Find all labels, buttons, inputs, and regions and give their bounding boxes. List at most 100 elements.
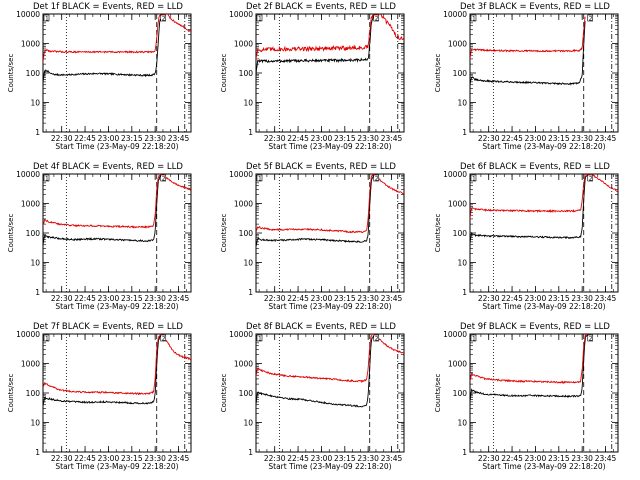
x-tick-label: 23:45 xyxy=(168,454,190,463)
x-tick-label: 22:45 xyxy=(74,134,96,143)
plot-frame xyxy=(469,173,619,293)
chart-panel-9: Det 9f BLACK = Events, RED = LLD 1 10 100 10… xyxy=(434,322,619,471)
y-tick-label: 1000 xyxy=(234,200,253,209)
series-line-events xyxy=(470,174,589,244)
x-tick-label: 22:45 xyxy=(74,454,96,463)
y-tick-label: 10000 xyxy=(443,170,467,179)
x-tick-label: 23:15 xyxy=(548,134,570,143)
series-line-events xyxy=(470,21,586,86)
chart-panel-6: Det 6f BLACK = Events, RED = LLD 1 10 100 10… xyxy=(434,162,619,311)
x-axis-label: Start Time (23-May-09 22:18:20) xyxy=(482,142,605,151)
marker-label: 1 xyxy=(472,336,476,343)
series-line-events xyxy=(256,14,375,75)
marker-label: 2 xyxy=(375,336,379,343)
marker-label: 2 xyxy=(589,16,593,23)
marker-label: 1 xyxy=(258,176,262,183)
x-tick-label: 22:30 xyxy=(478,294,500,303)
x-tick-label: 23:30 xyxy=(144,294,166,303)
y-tick-label: 100 xyxy=(239,69,254,78)
chart-title: Det 5f BLACK = Events, RED = LLD xyxy=(246,162,396,172)
x-tick-label: 22:30 xyxy=(51,454,73,463)
x-tick-label: 23:15 xyxy=(334,134,356,143)
x-tick-label: 23:45 xyxy=(381,454,403,463)
y-tick-label: 10 xyxy=(457,99,467,108)
plot-frame xyxy=(42,13,192,133)
marker-box xyxy=(256,174,263,182)
x-tick-label: 23:45 xyxy=(595,454,617,463)
chart-panel-1: Det 1f BLACK = Events, RED = LLD 1 10 100 10… xyxy=(7,2,192,151)
x-tick-label: 23:30 xyxy=(571,294,593,303)
marker-label: 2 xyxy=(589,176,593,183)
chart-title: Det 2f BLACK = Events, RED = LLD xyxy=(246,2,396,12)
x-tick-label: 23:30 xyxy=(571,134,593,143)
marker-label: 1 xyxy=(472,16,476,23)
x-tick-label: 23:45 xyxy=(381,294,403,303)
y-tick-label: 1 xyxy=(462,448,467,457)
y-tick-label: 1000 xyxy=(234,360,253,369)
x-tick-label: 22:45 xyxy=(501,454,523,463)
series-line-events xyxy=(470,334,589,402)
marker-label: 2 xyxy=(375,176,379,183)
series-line-lld xyxy=(256,334,404,384)
chart-title: Det 6f BLACK = Events, RED = LLD xyxy=(460,162,610,172)
x-tick-label: 23:15 xyxy=(548,454,570,463)
chart-panel-4: Det 4f BLACK = Events, RED = LLD 1 10 100 10… xyxy=(7,162,192,311)
series-line-lld xyxy=(43,14,191,63)
chart-title: Det 3f BLACK = Events, RED = LLD xyxy=(460,2,610,12)
chart-title: Det 9f BLACK = Events, RED = LLD xyxy=(460,322,610,332)
chart-panel-7: Det 7f BLACK = Events, RED = LLD 1 10 100 10… xyxy=(7,322,192,471)
y-tick-label: 10 xyxy=(457,259,467,268)
series-line-lld xyxy=(256,174,404,234)
marker-box xyxy=(470,334,477,342)
marker-box xyxy=(470,174,477,182)
y-tick-label: 10 xyxy=(243,259,253,268)
y-axis-label: Counts/sec xyxy=(434,214,442,253)
series-line-lld xyxy=(470,16,586,60)
y-tick-label: 10 xyxy=(30,419,40,428)
marker-box xyxy=(470,14,477,22)
y-tick-label: 100 xyxy=(453,69,468,78)
x-tick-label: 22:45 xyxy=(287,454,309,463)
series-line-events xyxy=(256,334,375,408)
y-tick-label: 100 xyxy=(239,389,254,398)
x-tick-label: 23:30 xyxy=(357,454,379,463)
y-tick-label: 10 xyxy=(457,419,467,428)
series-line-lld xyxy=(470,174,618,220)
marker-box xyxy=(587,174,594,182)
x-tick-label: 22:45 xyxy=(287,294,309,303)
y-tick-label: 10000 xyxy=(16,170,40,179)
marker-box xyxy=(43,334,50,342)
x-tick-label: 23:30 xyxy=(357,294,379,303)
marker-label: 1 xyxy=(45,176,49,183)
marker-box xyxy=(160,14,167,22)
y-tick-label: 1000 xyxy=(21,200,40,209)
y-tick-label: 1000 xyxy=(448,200,467,209)
chart-title: Det 1f BLACK = Events, RED = LLD xyxy=(33,2,183,12)
series-line-events xyxy=(43,174,162,246)
x-tick-label: 23:00 xyxy=(311,134,333,143)
marker-label: 1 xyxy=(472,176,476,183)
marker-box xyxy=(587,334,594,342)
x-axis-label: Start Time (23-May-09 22:18:20) xyxy=(268,302,391,311)
y-tick-label: 1 xyxy=(462,288,467,297)
x-tick-label: 22:30 xyxy=(478,454,500,463)
chart-title: Det 8f BLACK = Events, RED = LLD xyxy=(246,322,396,332)
y-axis-label: Counts/sec xyxy=(220,374,228,413)
series-line-lld xyxy=(43,334,191,396)
x-tick-label: 22:45 xyxy=(501,134,523,143)
plot-frame xyxy=(255,173,405,293)
x-axis-label: Start Time (23-May-09 22:18:20) xyxy=(268,142,391,151)
chart-title: Det 4f BLACK = Events, RED = LLD xyxy=(33,162,183,172)
y-tick-label: 10 xyxy=(30,259,40,268)
marker-label: 1 xyxy=(258,336,262,343)
y-tick-label: 1000 xyxy=(234,40,253,49)
x-tick-label: 23:15 xyxy=(121,294,143,303)
y-tick-label: 100 xyxy=(453,229,468,238)
marker-label: 1 xyxy=(258,16,262,23)
series-line-lld xyxy=(256,14,404,60)
x-axis-label: Start Time (23-May-09 22:18:20) xyxy=(268,462,391,471)
x-tick-label: 22:30 xyxy=(51,294,73,303)
x-tick-label: 22:45 xyxy=(501,294,523,303)
series-line-events xyxy=(256,174,375,247)
